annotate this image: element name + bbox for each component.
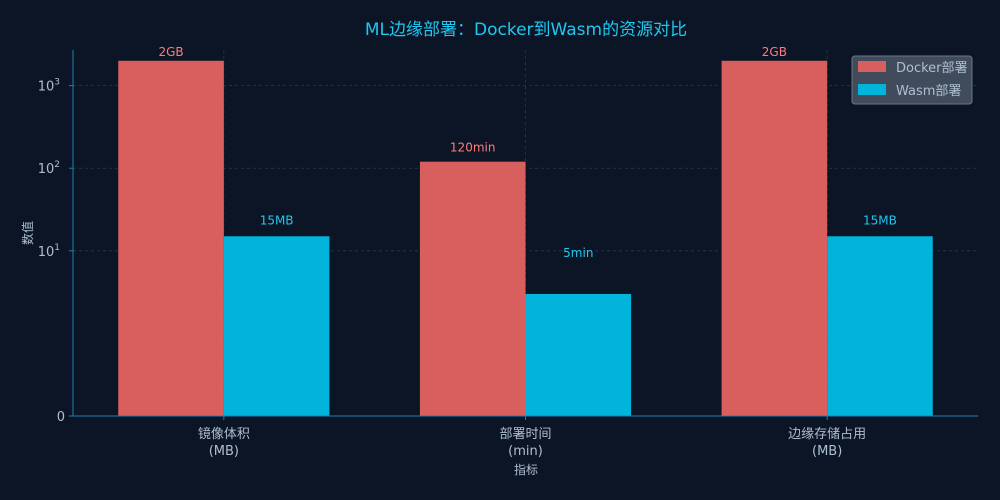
x-tick-label: 边缘存储占用 xyxy=(788,427,866,442)
bar-wasm xyxy=(525,294,632,416)
axes: 0 101 102 103 镜像体积 (MB) 部署时间 (min) 边缘存储占用 (MB) xyxy=(38,50,978,459)
legend-swatch-wasm xyxy=(858,84,886,95)
data-label: 15MB xyxy=(863,213,897,227)
legend-label-wasm: Wasm部署 xyxy=(896,84,961,99)
data-label: 5min xyxy=(563,246,593,260)
x-tick-label-unit: (MB) xyxy=(812,444,842,459)
data-labels: 2GB 120min 2GB 15MB 5min 15MB xyxy=(158,45,896,260)
x-tick-label: 部署时间 xyxy=(499,427,551,442)
y-tick-label: 103 xyxy=(38,78,60,95)
bar-docker xyxy=(419,161,526,416)
y-tick-label: 102 xyxy=(38,160,60,177)
y-tick-label: 101 xyxy=(38,243,60,260)
bar-docker xyxy=(118,60,224,416)
y-tick-label: 0 xyxy=(57,410,65,425)
bar-docker xyxy=(721,60,828,416)
chart-title: ML边缘部署：Docker到Wasm的资源对比 xyxy=(365,20,687,40)
x-axis-label: 指标 xyxy=(514,462,538,477)
legend: Docker部署 Wasm部署 xyxy=(851,55,973,105)
bar-wasm xyxy=(223,236,330,416)
x-tick-label: 镜像体积 xyxy=(198,427,250,442)
bar-wasm xyxy=(827,236,933,416)
data-label: 15MB xyxy=(260,213,294,227)
x-tick-label-unit: (min) xyxy=(508,444,543,459)
data-label: 120min xyxy=(450,141,496,155)
x-tick-label-unit: (MB) xyxy=(209,444,239,459)
data-label: 2GB xyxy=(158,45,183,59)
legend-label-docker: Docker部署 xyxy=(896,61,968,76)
legend-swatch-docker xyxy=(858,61,886,72)
bars xyxy=(118,60,933,416)
y-axis-label: 数值 xyxy=(20,221,35,245)
data-label: 2GB xyxy=(762,45,787,59)
